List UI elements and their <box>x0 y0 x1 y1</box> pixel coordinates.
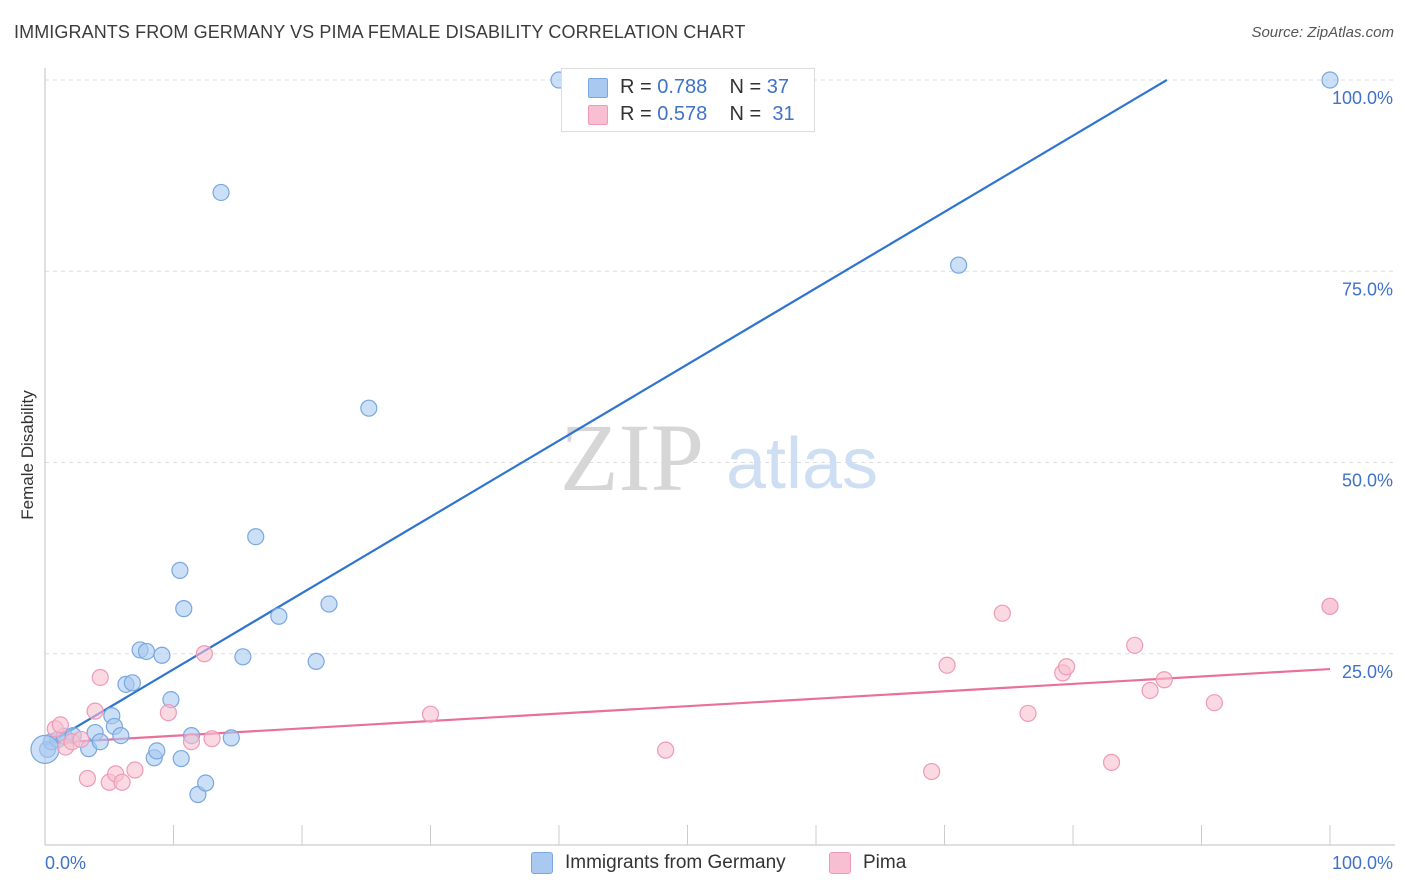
legend-item-pima: Pima <box>829 852 906 874</box>
point-pima <box>1205 694 1223 712</box>
trend-line-germany <box>44 79 1168 747</box>
point-pima <box>86 702 104 720</box>
r-label: R = <box>620 102 652 125</box>
point-germany <box>137 642 156 661</box>
point-germany <box>172 749 190 768</box>
point-germany <box>197 774 215 792</box>
point-germany <box>171 561 189 579</box>
n-label: N = <box>729 75 762 98</box>
legend-item-germany: Immigrants from Germany <box>531 852 786 874</box>
data-points <box>30 71 1339 804</box>
point-pima <box>1141 681 1159 700</box>
point-pima <box>51 716 70 734</box>
point-pima <box>657 741 675 759</box>
watermark: ZIP atlas <box>560 404 878 511</box>
y-tick-label: 100.0% <box>1332 88 1393 108</box>
legend-swatch-pink <box>829 852 851 874</box>
point-pima <box>1102 753 1121 771</box>
n-value: 31 <box>772 102 795 125</box>
y-tick-label: 25.0% <box>1342 662 1393 682</box>
point-pima <box>1057 658 1076 676</box>
point-germany <box>123 674 141 692</box>
point-pima <box>993 604 1011 622</box>
point-pima <box>113 773 131 791</box>
source-credit: Source: ZipAtlas.com <box>1251 24 1394 41</box>
r-label: R = <box>620 75 652 98</box>
chart-title: IMMIGRANTS FROM GERMANY VS PIMA FEMALE D… <box>14 22 746 42</box>
point-pima <box>1321 597 1339 615</box>
watermark-atlas: atlas <box>726 424 878 504</box>
legend-label-pima: Pima <box>863 852 907 873</box>
point-germany <box>270 607 288 625</box>
series-legend: Immigrants from Germany Pima <box>0 852 1406 878</box>
point-pima <box>203 730 221 748</box>
gridlines <box>45 79 1395 655</box>
point-germany <box>1321 71 1339 89</box>
point-pima <box>938 656 956 674</box>
n-value: 37 <box>766 75 790 98</box>
axes <box>44 68 1395 846</box>
watermark-zip: ZIP <box>560 404 704 511</box>
point-germany <box>247 528 265 546</box>
legend-swatch-blue <box>531 852 553 874</box>
point-pima <box>182 733 201 751</box>
point-germany <box>112 727 130 745</box>
point-pima <box>923 762 941 781</box>
y-tick-label: 75.0% <box>1342 279 1393 299</box>
correlation-legend: R = 0.788 N = 37 R = 0.578 N = 31 <box>561 68 815 132</box>
legend-swatch-pink <box>588 105 608 125</box>
y-axis-label: Female Disability <box>18 390 37 520</box>
point-germany <box>148 742 166 760</box>
point-germany <box>360 399 378 417</box>
point-germany <box>950 256 968 274</box>
point-germany <box>153 646 171 664</box>
legend-label-germany: Immigrants from Germany <box>565 852 786 873</box>
point-germany <box>234 648 252 666</box>
tick-labels: 25.0% 50.0% 75.0% 100.0% 0.0% 100.0% <box>45 88 1393 873</box>
point-germany <box>212 183 230 202</box>
point-pima <box>72 730 90 749</box>
point-pima <box>1019 704 1037 723</box>
point-pima <box>78 769 97 788</box>
x-tick-label: 100.0% <box>1332 853 1393 873</box>
point-germany <box>91 733 109 751</box>
point-pima <box>421 705 440 723</box>
point-germany <box>30 734 60 764</box>
point-pima <box>195 645 213 663</box>
point-germany <box>222 729 240 747</box>
point-pima <box>1126 636 1144 654</box>
x-tick-label: 0.0% <box>45 853 86 873</box>
point-pima <box>126 761 144 779</box>
y-tick-label: 50.0% <box>1342 471 1393 491</box>
point-pima <box>159 704 177 722</box>
trend-line-pima <box>44 667 1331 745</box>
legend-swatch-blue <box>588 78 608 98</box>
point-pima <box>91 668 109 687</box>
trend-lines <box>44 79 1331 747</box>
point-germany <box>307 652 325 671</box>
r-value: 0.788 <box>657 75 708 98</box>
point-pima <box>1155 671 1173 689</box>
point-germany <box>320 595 338 613</box>
r-value: 0.578 <box>657 102 708 125</box>
n-label: N = <box>729 102 762 125</box>
point-germany <box>175 600 193 618</box>
